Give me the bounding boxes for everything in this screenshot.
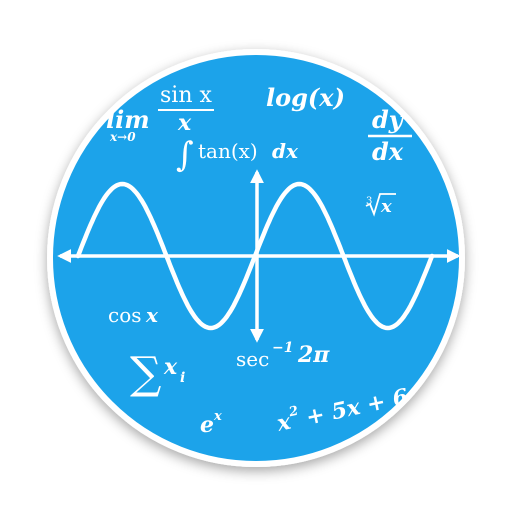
exp-superscript: x [213, 409, 222, 424]
integral-function: tan(x) [198, 139, 258, 163]
cube-root-formula: 3 x [365, 193, 396, 217]
root-argument: x [380, 196, 392, 217]
sec-label: sec [236, 347, 269, 371]
cos-label: cos [108, 303, 142, 327]
integral-dx: dx [272, 139, 299, 163]
lim-denominator: x [177, 110, 192, 136]
limit-formula: lim x→0 sin x x [106, 83, 214, 144]
poly-x: x [274, 409, 294, 438]
cosine-formula: cos x [108, 303, 159, 327]
poly-superscript: 2 [287, 404, 300, 421]
log-formula: log(x) [266, 83, 345, 112]
dx-label: dx [372, 137, 404, 166]
cos-variable: x [145, 303, 159, 327]
lim-label: lim [106, 105, 150, 134]
sum-subscript: i [180, 370, 185, 386]
secant-formula: sec −1 2π [236, 340, 330, 371]
dy-label: dy [372, 105, 405, 134]
lim-numerator: sin x [160, 83, 212, 108]
root-index: 3 [366, 196, 372, 207]
sum-formula: ∑ x i [130, 348, 185, 399]
sec-argument: 2π [297, 342, 330, 368]
sum-variable: x [163, 354, 178, 380]
integral-sign: ∫ [176, 135, 194, 175]
exp-base: e [200, 412, 214, 438]
integral-formula: ∫ tan(x) dx [176, 135, 299, 175]
sec-superscript: −1 [272, 340, 293, 356]
sine-curve [75, 181, 435, 331]
exponential-formula: e x [200, 409, 222, 438]
derivative-formula: dy dx [368, 105, 412, 166]
lim-subscript: x→0 [109, 130, 136, 144]
sum-sign: ∑ [130, 348, 161, 399]
radical-sign [365, 193, 396, 217]
